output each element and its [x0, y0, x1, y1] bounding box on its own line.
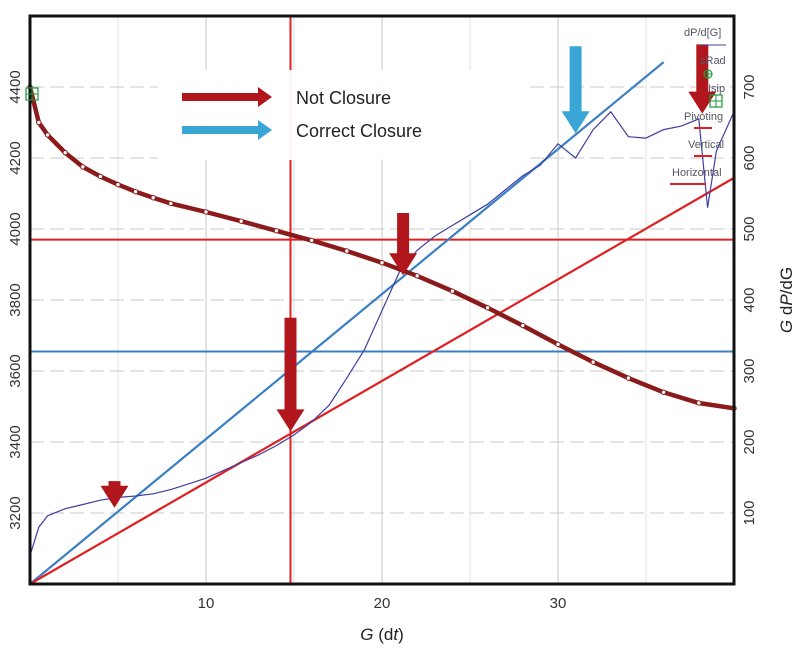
isip-start-marker-icon	[25, 87, 39, 101]
pressure-point-13	[308, 237, 315, 244]
pressure-point-24	[696, 400, 702, 406]
pressure-point-16	[414, 273, 420, 279]
y-right-tick-label-1: 200	[741, 429, 758, 454]
panel-label-pivoting: Pivoting	[684, 111, 723, 123]
pressure-point-22	[625, 375, 632, 381]
legend-label-not-closure: Not Closure	[296, 88, 391, 108]
pressure-point-11	[238, 218, 244, 224]
tangent-line-0	[29, 61, 665, 585]
y-right-title-suffix: /dG	[777, 267, 796, 294]
y-left-tick-label-1: 3400	[7, 425, 24, 458]
pressure-point-21	[590, 359, 596, 365]
y-right-tick-label-5: 600	[741, 145, 758, 170]
pressure-point-12	[273, 228, 280, 234]
plot-frame	[28, 14, 736, 586]
derivative-series-line	[29, 110, 735, 556]
pressure-point-6	[115, 181, 121, 188]
pressure-series-line	[27, 84, 737, 411]
y-right-title-var: P	[777, 294, 796, 306]
y-left-ticks: 3200 3400 3600 3800 4000 4200 4400	[7, 70, 24, 529]
y-right-tick-label-4: 500	[741, 216, 758, 241]
pressure-point-17	[449, 288, 456, 294]
y-left-tick-label-0: 3200	[7, 496, 24, 529]
tangent-line-1	[29, 176, 735, 585]
y-right-axis-title: G dP/dG	[777, 267, 796, 333]
y-right-title-prefix: G	[777, 320, 796, 333]
y-right-tick-label-0: 100	[741, 500, 758, 525]
panel-labels: dP/d[G] sRad Isip Pivoting Vertical Hori…	[670, 27, 726, 185]
y-left-tick-label-3: 3800	[7, 283, 24, 316]
panel-label-isip: Isip	[708, 83, 725, 95]
pressure-point-10	[203, 209, 209, 215]
pressure-point-18	[484, 305, 491, 311]
pressure-point-8	[150, 195, 156, 201]
pressure-point-1	[36, 119, 42, 126]
legend-arrow-not-closure	[182, 87, 272, 107]
pressure-point-3	[62, 149, 68, 156]
y-left-tick-label-2: 3600	[7, 354, 24, 387]
panel-label-horizontal: Horizontal	[672, 167, 722, 179]
legend-box	[158, 70, 526, 160]
isip-marker-icon	[709, 94, 723, 108]
pressure-point-7	[132, 189, 139, 195]
panel-label-vertical: Vertical	[688, 139, 724, 151]
x-tick-label-0: 10	[198, 595, 215, 612]
x-tick-label-1: 20	[374, 595, 391, 612]
pressure-point-14	[344, 248, 350, 254]
pressure-point-20	[555, 341, 561, 348]
panel-label-srad: sRad	[700, 55, 726, 67]
y-right-tick-label-6: 700	[741, 74, 758, 99]
pressure-point-15	[379, 260, 385, 266]
panel-label-dpdg: dP/d[G]	[684, 27, 721, 39]
y-left-tick-label-5: 4200	[7, 141, 24, 174]
x-axis-title-open: (d	[373, 625, 393, 644]
y-right-title-mid: d	[777, 306, 796, 320]
tangent-lines	[29, 61, 735, 585]
x-axis-title-var: t	[393, 625, 399, 644]
x-ticks: 10 20 30	[198, 595, 567, 612]
closure-arrow-0	[100, 481, 129, 508]
closure-arrow-4	[688, 44, 717, 114]
legend-arrow-correct-closure	[182, 120, 272, 140]
y-right-ticks: 100 200 300 400 500 600 700	[741, 74, 758, 525]
closure-arrow-1	[276, 317, 305, 432]
closure-arrow-3	[561, 46, 590, 134]
legend: Not Closure Correct Closure	[158, 70, 526, 160]
x-tick-label-2: 30	[550, 595, 567, 612]
x-axis-title-close: )	[398, 625, 404, 644]
pressure-point-5	[97, 173, 104, 180]
pressure-point-23	[660, 389, 667, 395]
pressure-point-2	[44, 132, 51, 138]
y-right-tick-label-3: 400	[741, 287, 758, 312]
legend-label-correct-closure: Correct Closure	[296, 121, 422, 141]
pressure-point-19	[520, 322, 526, 329]
x-axis-title: G (dt)	[360, 625, 403, 644]
y-right-tick-label-2: 300	[741, 358, 758, 383]
closure-arrows	[100, 44, 717, 508]
pressure-point-9	[168, 200, 174, 207]
pressure-point-4	[80, 164, 86, 170]
x-axis-title-prefix: G	[360, 625, 373, 644]
srad-marker-icon	[703, 69, 713, 79]
closure-arrow-2	[389, 213, 418, 276]
y-left-tick-label-6: 4400	[7, 70, 24, 103]
y-left-tick-label-4: 4000	[7, 212, 24, 245]
